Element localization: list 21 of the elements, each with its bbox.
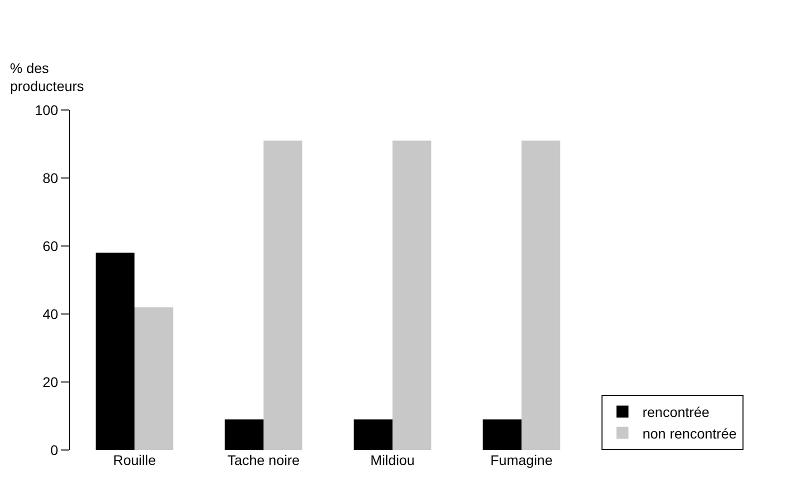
bar bbox=[224, 419, 264, 450]
bar bbox=[392, 140, 432, 450]
y-tick-label: 20 bbox=[42, 374, 58, 390]
legend-label: non rencontrée bbox=[642, 425, 737, 442]
y-axis-title: % des producteurs bbox=[10, 60, 84, 94]
y-tick-label: 100 bbox=[34, 102, 58, 118]
bar bbox=[96, 252, 134, 450]
bar bbox=[264, 140, 302, 450]
x-tick-label: Mildiou bbox=[370, 452, 415, 468]
bar bbox=[522, 140, 560, 450]
y-tick-label: 60 bbox=[42, 238, 58, 254]
bar bbox=[482, 419, 522, 450]
x-tick-label: Rouille bbox=[113, 452, 156, 468]
x-tick-label: Tache noire bbox=[227, 452, 300, 468]
y-tick-label: 0 bbox=[50, 442, 58, 458]
bar bbox=[354, 419, 392, 450]
legend-label: rencontrée bbox=[642, 404, 710, 420]
y-tick-label: 40 bbox=[42, 306, 58, 322]
bar bbox=[134, 307, 174, 450]
x-tick-label: Fumagine bbox=[490, 452, 553, 468]
y-tick-label: 80 bbox=[42, 170, 58, 186]
